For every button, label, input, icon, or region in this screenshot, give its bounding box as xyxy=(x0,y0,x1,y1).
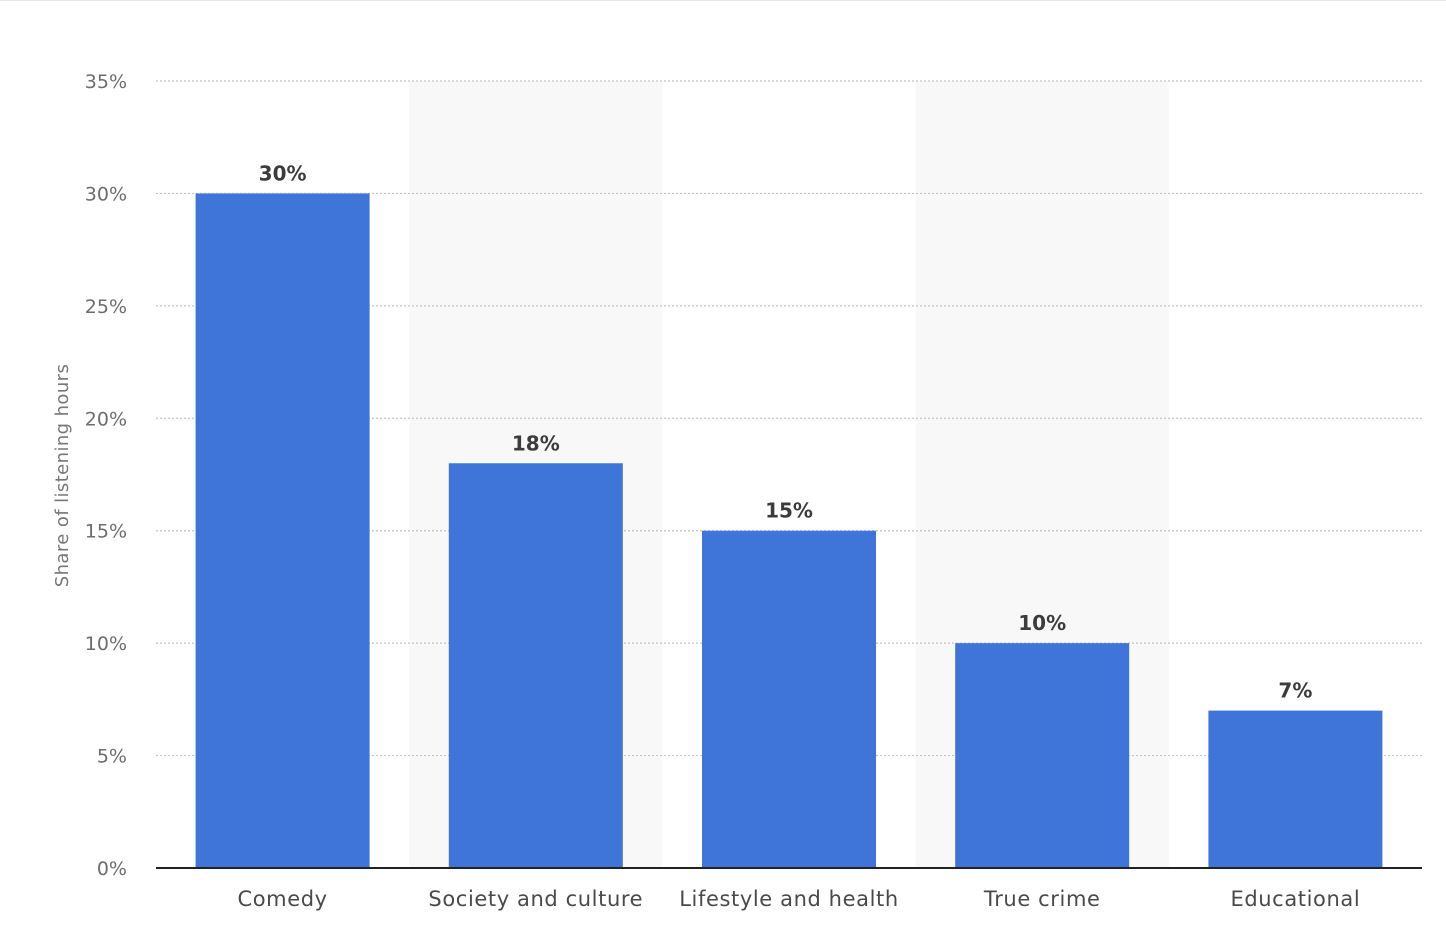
bar[interactable] xyxy=(448,463,623,868)
y-tick-label: 10% xyxy=(85,633,127,655)
data-label: 7% xyxy=(1278,679,1312,703)
y-axis-ticks: 0% 5% 10% 15% 20% 25% 30% 35% xyxy=(85,71,127,880)
y-tick-label: 5% xyxy=(97,746,127,768)
data-label: 18% xyxy=(512,431,560,455)
y-tick-label: 20% xyxy=(85,408,127,430)
bar[interactable] xyxy=(955,643,1130,868)
data-label: 10% xyxy=(1018,611,1066,635)
bar[interactable] xyxy=(195,193,370,868)
bar[interactable] xyxy=(1208,710,1383,868)
x-tick-label: Lifestyle and health xyxy=(679,887,899,911)
top-divider xyxy=(0,0,1446,1)
data-labels: 30% 18% 15% 10% 7% xyxy=(259,161,1313,702)
y-tick-label: 30% xyxy=(85,183,127,205)
x-tick-label: Educational xyxy=(1230,887,1360,911)
y-tick-label: 25% xyxy=(85,296,127,318)
x-tick-label: Comedy xyxy=(237,887,327,911)
x-tick-label: True crime xyxy=(983,887,1101,911)
y-tick-label: 0% xyxy=(97,858,127,880)
x-tick-label: Society and culture xyxy=(428,887,643,911)
y-tick-label: 15% xyxy=(85,521,127,543)
data-label: 15% xyxy=(765,499,813,523)
y-tick-label: 35% xyxy=(85,71,127,93)
bars xyxy=(195,193,1383,868)
data-label: 30% xyxy=(259,161,307,185)
x-axis-labels: Comedy Society and culture Lifestyle and h… xyxy=(237,887,1360,911)
bar[interactable] xyxy=(702,530,876,868)
y-axis-title: Share of listening hours xyxy=(52,364,73,587)
